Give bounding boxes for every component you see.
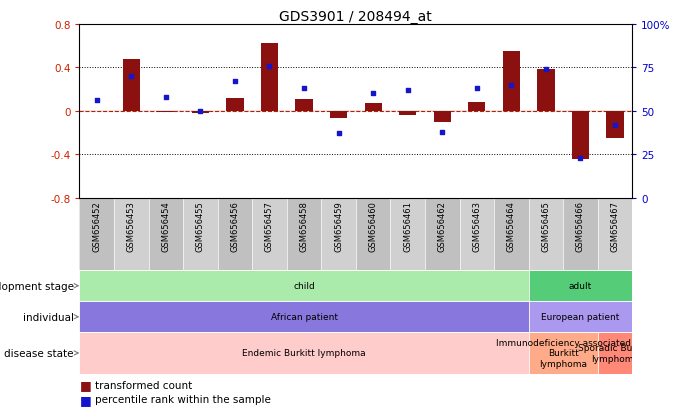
Point	[540, 66, 551, 73]
Bar	[529, 332, 598, 374]
Bar	[468, 103, 485, 112]
Bar	[390, 198, 425, 271]
Point	[299, 85, 310, 92]
Text: percentile rank within the sample: percentile rank within the sample	[95, 394, 271, 404]
Bar	[114, 198, 149, 271]
Text: Endemic Burkitt lymphoma: Endemic Burkitt lymphoma	[243, 349, 366, 358]
Bar	[529, 271, 632, 301]
Point	[609, 122, 621, 129]
Text: ■: ■	[79, 378, 91, 392]
Bar	[502, 52, 520, 112]
Point	[126, 74, 137, 80]
Bar	[287, 198, 321, 271]
Text: GSM656454: GSM656454	[161, 200, 171, 251]
Text: European patient: European patient	[541, 313, 620, 321]
Point	[160, 94, 171, 101]
Text: GSM656462: GSM656462	[437, 200, 447, 251]
Bar	[606, 112, 623, 139]
Text: child: child	[293, 282, 315, 290]
Text: GSM656463: GSM656463	[472, 200, 482, 251]
Point	[368, 91, 379, 97]
Text: GSM656459: GSM656459	[334, 200, 343, 251]
Text: GSM656464: GSM656464	[507, 200, 516, 251]
Point	[506, 82, 517, 89]
Text: GSM656452: GSM656452	[92, 200, 102, 251]
Text: Sporadic Burkitt
lymphoma: Sporadic Burkitt lymphoma	[578, 344, 652, 363]
Bar	[218, 198, 252, 271]
Point	[471, 85, 482, 92]
Bar	[399, 112, 416, 116]
Text: Immunodeficiency associated
Burkitt
lymphoma: Immunodeficiency associated Burkitt lymp…	[495, 338, 631, 368]
Point	[264, 63, 275, 70]
Text: transformed count: transformed count	[95, 380, 192, 390]
Bar	[563, 198, 598, 271]
Text: GSM656457: GSM656457	[265, 200, 274, 251]
Bar	[529, 198, 563, 271]
Text: GSM656460: GSM656460	[368, 200, 378, 251]
Text: disease state: disease state	[4, 348, 78, 358]
Bar	[183, 198, 218, 271]
Text: GSM656467: GSM656467	[610, 200, 620, 251]
Bar	[295, 100, 312, 112]
Text: ■: ■	[79, 393, 91, 406]
Point	[402, 88, 413, 94]
Bar	[425, 198, 460, 271]
Title: GDS3901 / 208494_at: GDS3901 / 208494_at	[279, 10, 433, 24]
Text: GSM656466: GSM656466	[576, 200, 585, 251]
Point	[437, 129, 448, 135]
Text: GSM656453: GSM656453	[126, 200, 136, 251]
Point	[333, 131, 344, 138]
Text: GSM656461: GSM656461	[403, 200, 413, 251]
Bar	[252, 198, 287, 271]
Text: GSM656455: GSM656455	[196, 200, 205, 251]
Point	[575, 155, 586, 161]
Text: individual: individual	[23, 312, 78, 322]
Bar	[364, 104, 381, 112]
Bar	[460, 198, 494, 271]
Text: African patient: African patient	[271, 313, 337, 321]
Bar	[433, 112, 451, 122]
Bar	[149, 198, 183, 271]
Point	[195, 108, 206, 115]
Text: GSM656458: GSM656458	[299, 200, 309, 251]
Text: adult: adult	[569, 282, 592, 290]
Bar	[529, 301, 632, 332]
Bar	[79, 332, 529, 374]
Point	[229, 79, 240, 85]
Bar	[226, 98, 243, 112]
Bar	[191, 112, 209, 114]
Point	[91, 98, 102, 104]
Bar	[79, 301, 529, 332]
Text: GSM656465: GSM656465	[541, 200, 551, 251]
Bar	[356, 198, 390, 271]
Bar	[571, 112, 589, 159]
Bar	[79, 271, 529, 301]
Bar	[330, 112, 347, 119]
Bar	[261, 44, 278, 112]
Bar	[598, 198, 632, 271]
Bar	[598, 332, 632, 374]
Text: GSM656456: GSM656456	[230, 200, 240, 251]
Bar	[321, 198, 356, 271]
Bar	[79, 198, 114, 271]
Bar	[157, 112, 174, 113]
Bar	[537, 70, 554, 112]
Bar	[494, 198, 529, 271]
Bar	[122, 59, 140, 112]
Text: development stage: development stage	[0, 281, 78, 291]
